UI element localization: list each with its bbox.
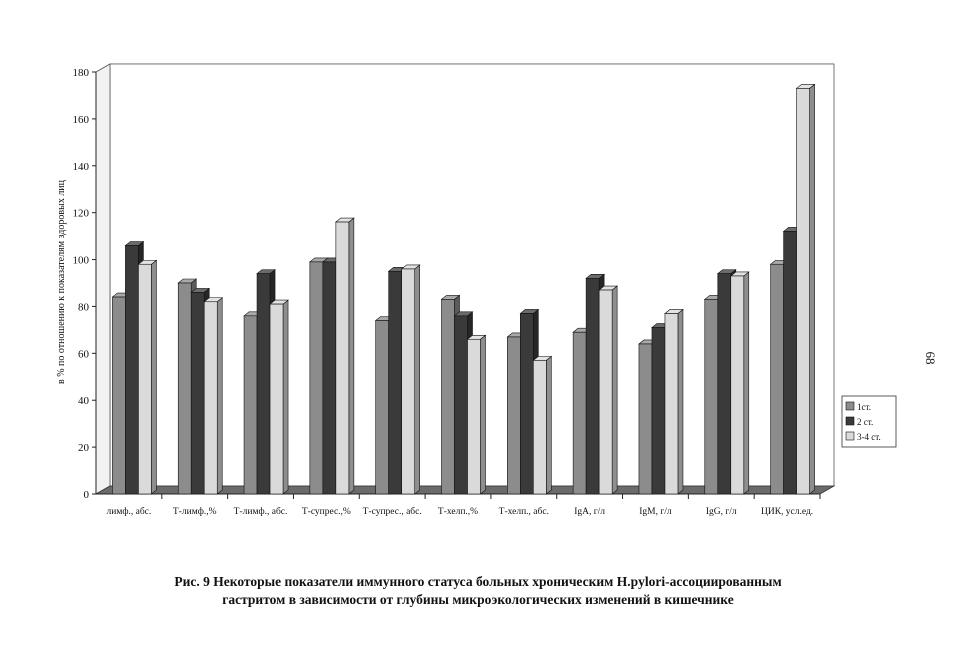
y-tick-label: 0 bbox=[84, 489, 90, 501]
bar-front bbox=[203, 301, 218, 495]
bar-front bbox=[770, 263, 784, 495]
bar-front bbox=[533, 360, 547, 495]
bar-front bbox=[256, 273, 271, 495]
x-tick-label: IgG, г/л bbox=[706, 507, 737, 517]
x-tick-label: Т-супрес., абс. bbox=[363, 506, 422, 517]
legend-label: 1ст. bbox=[857, 402, 871, 412]
legend-swatch bbox=[845, 431, 855, 441]
x-tick-label: ЦИК, усл.ед. bbox=[761, 507, 813, 517]
y-tick-label: 60 bbox=[78, 348, 90, 360]
bar bbox=[598, 285, 618, 495]
y-tick-label: 40 bbox=[78, 395, 90, 407]
bar bbox=[729, 271, 750, 495]
bar-front bbox=[309, 261, 324, 495]
bar-front bbox=[125, 245, 139, 495]
x-axis-labels: лимф., абс. Т-лимф.,% Т-лимф., абс. Т-супре… bbox=[107, 494, 821, 517]
bar-front bbox=[783, 231, 797, 495]
legend-label: 2 ст. bbox=[857, 417, 873, 427]
bar-front bbox=[375, 320, 389, 495]
bar-front bbox=[520, 313, 534, 495]
bar bbox=[400, 264, 421, 495]
y-axis-label: в % по отношению к показателям здоровых … bbox=[56, 179, 67, 384]
bar bbox=[137, 259, 158, 495]
x-tick-label: Т-супрес.,% bbox=[302, 507, 351, 517]
bar bbox=[664, 308, 684, 495]
side-wall bbox=[95, 63, 111, 495]
bar-side bbox=[677, 308, 684, 495]
bar-front bbox=[441, 299, 455, 495]
y-tick-label: 160 bbox=[73, 114, 90, 126]
x-tick-label: Т-хелп.,% bbox=[438, 507, 478, 517]
bar-front bbox=[598, 289, 613, 495]
bar-side bbox=[151, 259, 157, 495]
legend-swatch bbox=[845, 401, 855, 411]
bar-front bbox=[796, 88, 810, 495]
bars bbox=[111, 83, 816, 495]
bar-side bbox=[282, 299, 289, 495]
bar-front bbox=[322, 261, 337, 495]
bar bbox=[335, 217, 355, 495]
y-tick-label: 100 bbox=[73, 255, 90, 267]
legend-swatch bbox=[845, 416, 855, 426]
y-axis-ticks: 0 20 40 60 80 100 120 140 160 180 bbox=[73, 67, 96, 501]
bar-front bbox=[243, 315, 258, 495]
y-tick-label: 20 bbox=[78, 442, 90, 454]
bar-front bbox=[507, 336, 521, 495]
bar-front bbox=[730, 275, 745, 495]
bar-front bbox=[704, 299, 719, 495]
bar-front bbox=[467, 338, 481, 495]
page-number: 68 bbox=[923, 352, 938, 365]
y-tick-label: 140 bbox=[73, 161, 90, 173]
bar-front bbox=[651, 327, 666, 495]
x-tick-label: лимф., абс. bbox=[107, 506, 152, 517]
x-tick-label: Т-хелп., абс. bbox=[499, 506, 549, 517]
bar-front bbox=[388, 270, 402, 495]
bar bbox=[203, 297, 224, 495]
legend-label: 3-4 ст. bbox=[857, 432, 881, 442]
bar-front bbox=[717, 273, 732, 495]
bar-front bbox=[335, 221, 350, 495]
legend: 1ст. 2 ст. 3-4 ст. bbox=[841, 395, 897, 448]
bar-front bbox=[138, 263, 152, 495]
bar-side bbox=[216, 297, 223, 495]
y-tick-label: 180 bbox=[73, 67, 90, 79]
bar-front bbox=[269, 303, 284, 495]
bar-front bbox=[664, 313, 679, 495]
x-tick-label: IgM, г/л bbox=[639, 507, 672, 517]
y-tick-label: 80 bbox=[78, 301, 90, 313]
bar-front bbox=[177, 282, 192, 495]
bar-front bbox=[112, 296, 126, 495]
bar-side bbox=[348, 217, 355, 495]
bar-front bbox=[585, 278, 600, 495]
x-tick-label: IgA, г/л bbox=[574, 507, 605, 517]
bar-front bbox=[638, 343, 653, 495]
caption-line-1: Рис. 9 Некоторые показатели иммунного ст… bbox=[174, 574, 781, 589]
bar bbox=[466, 334, 487, 495]
x-tick-label: Т-лимф.,% bbox=[173, 506, 217, 517]
bar-side bbox=[743, 271, 750, 495]
bar bbox=[795, 83, 816, 495]
bar-side bbox=[809, 83, 815, 495]
x-tick-label: Т-лимф., абс. bbox=[234, 506, 288, 517]
caption-line-2: гастритом в зависимости от глубины микро… bbox=[222, 592, 734, 607]
bar-side bbox=[414, 264, 420, 495]
bar-side bbox=[480, 334, 486, 495]
bar bbox=[532, 355, 553, 495]
bar bbox=[269, 299, 289, 495]
bar-side bbox=[611, 285, 618, 495]
bar-front bbox=[190, 292, 205, 495]
y-tick-label: 120 bbox=[73, 208, 90, 220]
bar-front bbox=[454, 315, 468, 495]
bar-front bbox=[401, 268, 415, 495]
bar-front bbox=[572, 331, 587, 495]
bar-side bbox=[546, 355, 552, 495]
